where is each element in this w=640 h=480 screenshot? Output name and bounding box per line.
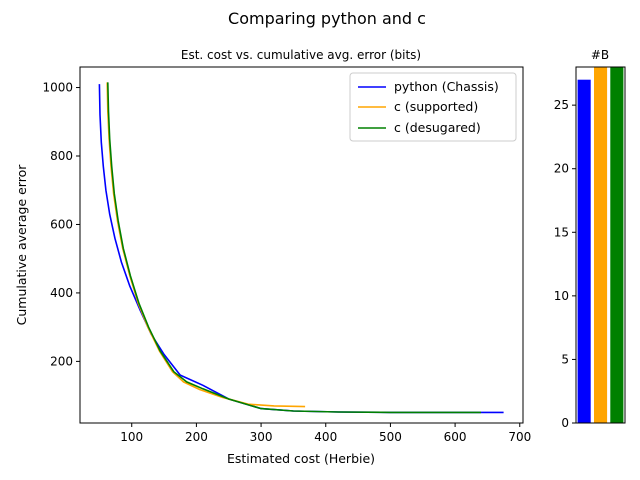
y-tick-label: 1000 (42, 81, 73, 95)
y-axis-label: Cumulative average error (14, 164, 29, 326)
bar-y-tick-label: 25 (554, 98, 569, 112)
bar-python-chassis (577, 79, 591, 423)
x-tick-label: 500 (379, 430, 402, 444)
x-tick-label: 700 (508, 430, 531, 444)
bar-chart-frame (575, 66, 626, 424)
bar-y-tick-label: 15 (554, 225, 569, 239)
bar-chart: #B 0 5 10 15 20 25 (554, 48, 626, 430)
bar-chart-title: #B (591, 48, 609, 62)
series-line-c-desugared (107, 82, 481, 414)
y-tick-label: 400 (50, 286, 73, 300)
legend-label-c-desugared: c (desugared) (394, 120, 481, 135)
legend-label-python-chassis: python (Chassis) (394, 79, 499, 94)
x-tick-label: 200 (185, 430, 208, 444)
legend-box (349, 72, 517, 142)
x-tick-label: 100 (120, 430, 143, 444)
figure-title: Comparing python and c (228, 9, 426, 28)
bar-y-tick-label: 0 (561, 416, 569, 430)
bar-y-tick-label: 20 (554, 162, 569, 176)
y-tick-label: 200 (50, 354, 73, 368)
legend-label-c-supported: c (supported) (394, 99, 478, 114)
line-plot-area (98, 82, 504, 414)
line-chart-x-axis: 100 200 300 400 500 600 700 (120, 423, 531, 444)
x-tick-label: 600 (444, 430, 467, 444)
bar-chart-y-axis: 0 5 10 15 20 25 (554, 98, 576, 430)
line-chart: Est. cost vs. cumulative avg. error (bit… (14, 48, 531, 466)
bar-y-tick-label: 10 (554, 289, 569, 303)
line-chart-title: Est. cost vs. cumulative avg. error (bit… (181, 48, 421, 62)
bar-c-desugared (610, 67, 624, 423)
legend: python (Chassis) c (supported) c (desuga… (349, 72, 517, 142)
line-chart-frame (79, 66, 524, 424)
x-tick-label: 400 (314, 430, 337, 444)
bar-plot-area (577, 67, 624, 423)
line-chart-y-axis: 200 400 600 800 1000 (42, 81, 80, 368)
x-axis-label: Estimated cost (Herbie) (227, 451, 375, 466)
series-line-c-supported (106, 82, 306, 408)
bar-c-supported (594, 67, 608, 423)
bar-y-tick-label: 5 (561, 352, 569, 366)
x-tick-label: 300 (250, 430, 273, 444)
y-tick-label: 800 (50, 149, 73, 163)
y-tick-label: 600 (50, 217, 73, 231)
